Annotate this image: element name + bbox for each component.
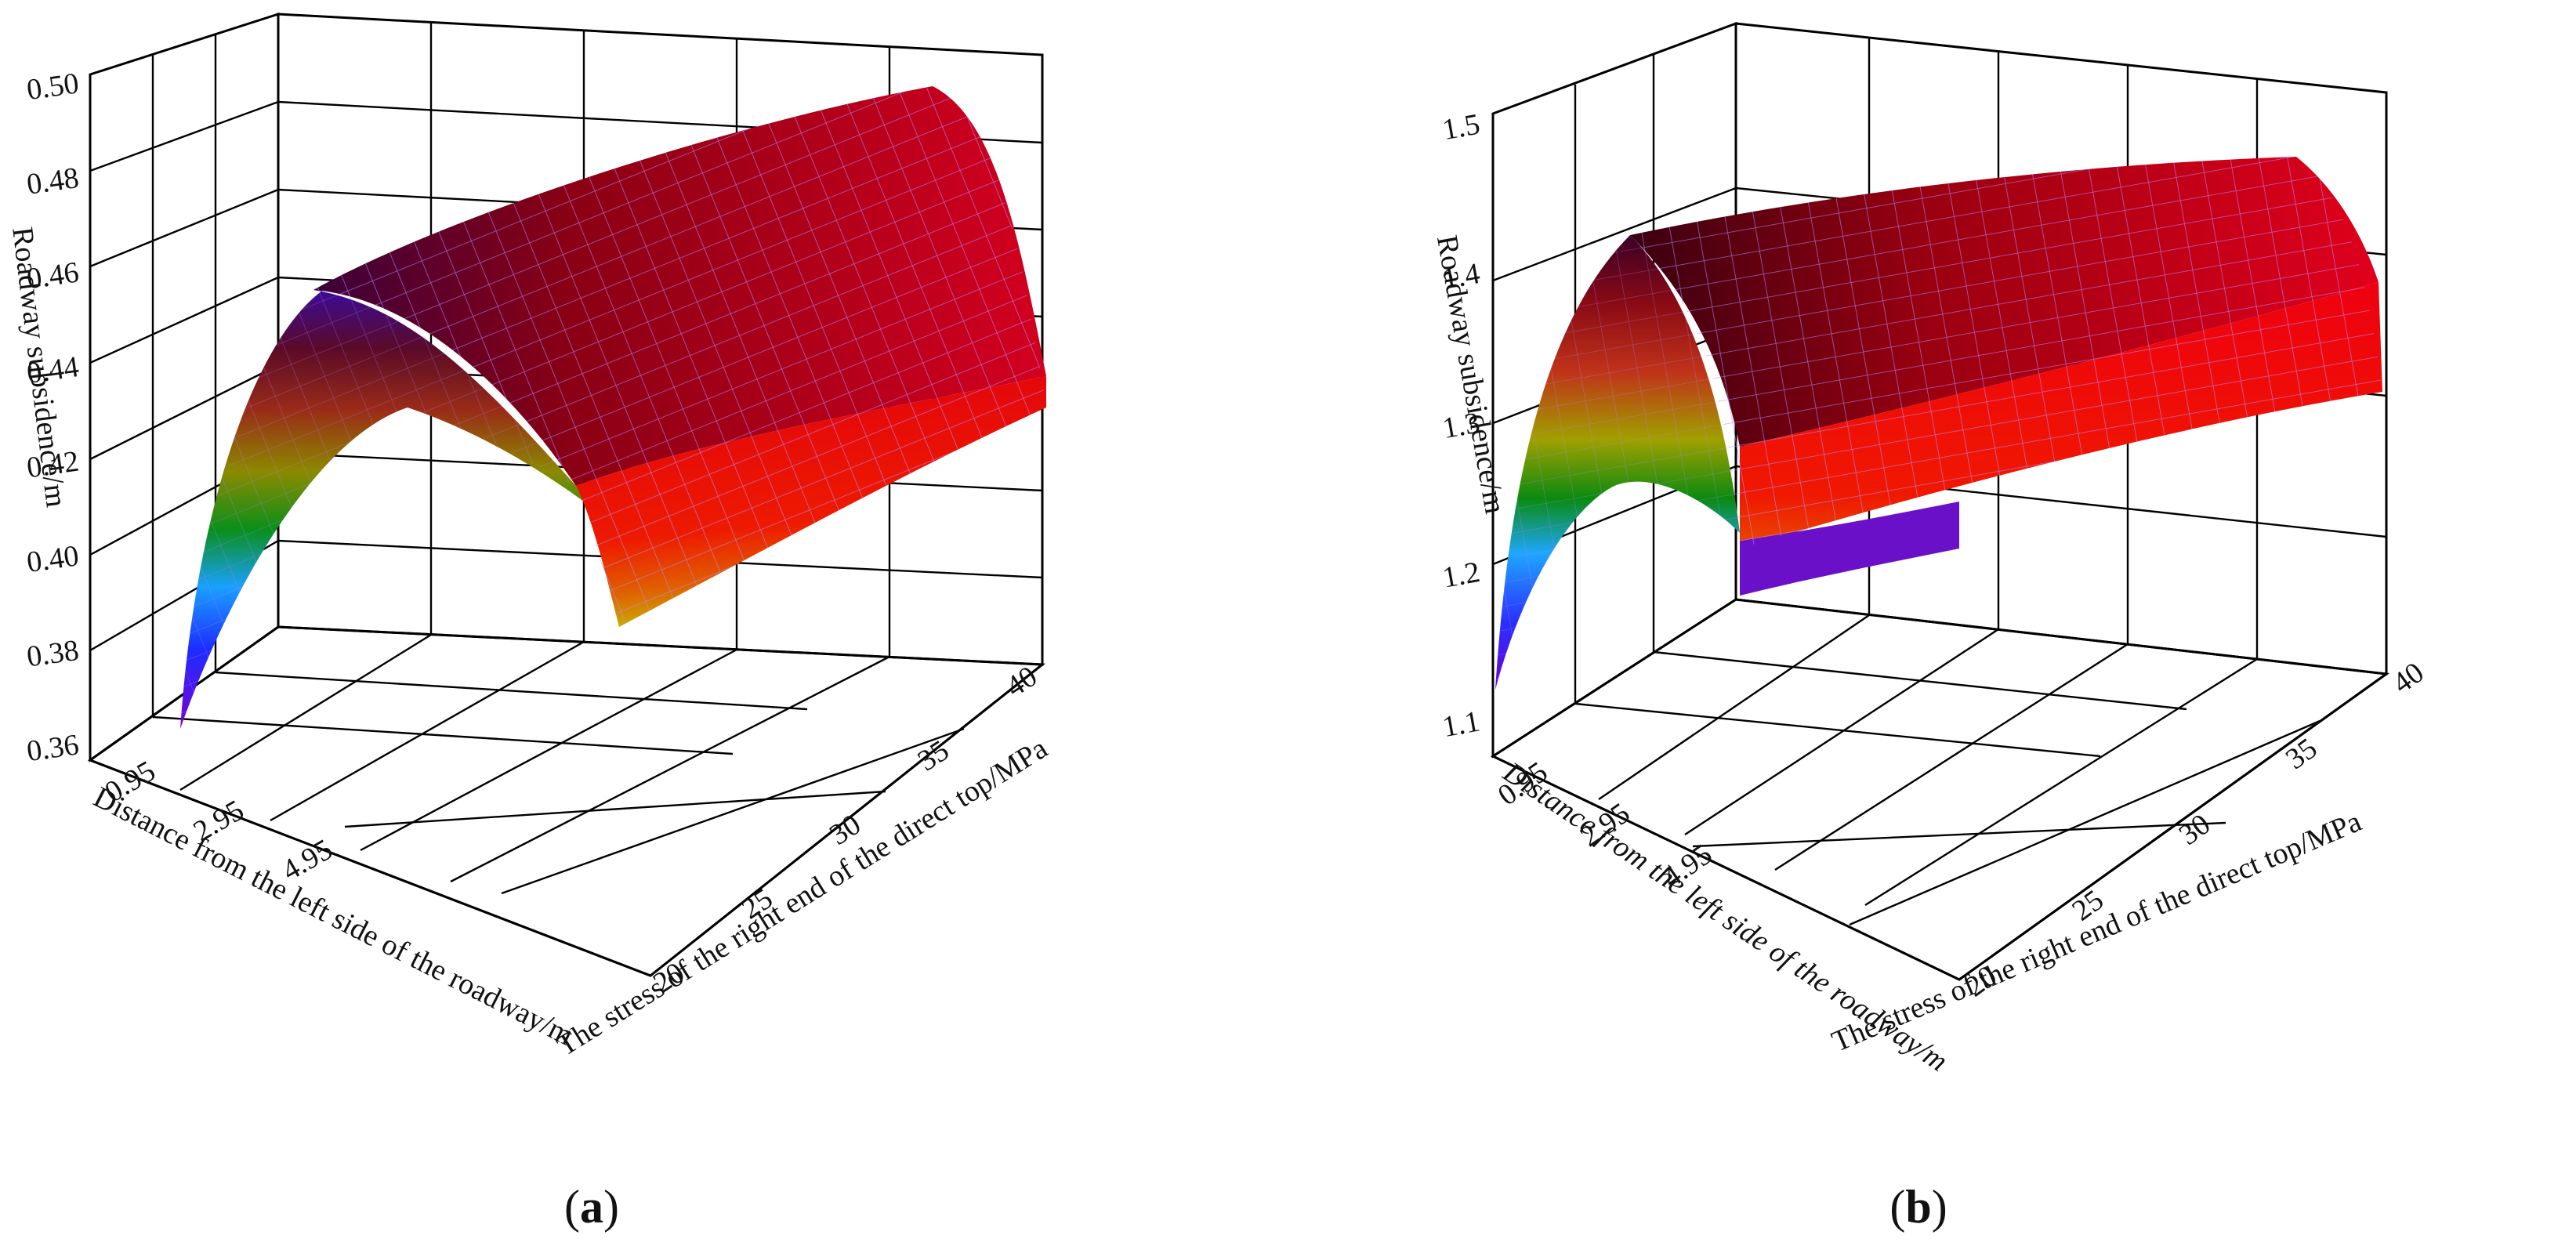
z-tick-label: 0.40 bbox=[25, 539, 82, 579]
caption-a: (a) bbox=[564, 1181, 619, 1233]
z-tick-label: 0.50 bbox=[25, 67, 82, 107]
z-tick-labels-b: 1.5 1.4 1.3 1.2 1.1 bbox=[1440, 108, 1482, 744]
z-tick-label: 1.5 bbox=[1440, 108, 1482, 147]
z-tick-label: 1.1 bbox=[1440, 705, 1482, 744]
z-tick-label: 0.48 bbox=[25, 161, 82, 201]
y-tick-label: 30 bbox=[2173, 808, 2216, 852]
caption-letter-b: b bbox=[1905, 1181, 1931, 1233]
z-axis-title-b: Roadway subsidence/m bbox=[1430, 233, 1512, 516]
z-tick-labels-a: 0.50 0.48 0.46 0.44 0.42 0.40 0.38 0.36 bbox=[25, 67, 82, 768]
chart-panel-b: 1.5 1.4 1.3 1.2 1.1 0.95 2.95 4.95 20 25 30 35 40 … bbox=[1285, 0, 2576, 1246]
surface-chart-a: 0.500.480.460.440.420.400.380.36 0.952.9… bbox=[5, 12, 1053, 1233]
z-tick-label: 0.44 bbox=[25, 350, 82, 390]
z-tick-label: 0.42 bbox=[25, 445, 82, 485]
z-tick-label: 1.3 bbox=[1440, 407, 1482, 446]
surface-a bbox=[180, 86, 1046, 729]
caption-b: (b) bbox=[1889, 1181, 1947, 1233]
z-tick-label: 1.2 bbox=[1440, 556, 1482, 595]
surface-b bbox=[1495, 157, 2382, 690]
z-tick-label: 0.46 bbox=[25, 255, 82, 295]
z-tick-label: 0.36 bbox=[25, 728, 82, 768]
x-axis-title-a: Distance from the left side of the roadw… bbox=[89, 781, 578, 1052]
y-tick-label: 35 bbox=[2280, 732, 2323, 776]
y-axis-title-b: The stress of the right end of the direc… bbox=[1827, 805, 2366, 1059]
y-tick-label: 40 bbox=[1000, 660, 1043, 704]
chart-panel-a: 0.50 0.48 0.46 0.44 0.42 0.40 0.38 0.36 0.95 2.9… bbox=[0, 0, 1285, 1246]
z-tick-label: 1.4 bbox=[1440, 257, 1482, 296]
y-axis-title-a: The stress of the right end of the direc… bbox=[551, 732, 1053, 1063]
y-tick-label: 40 bbox=[2386, 656, 2429, 700]
z-tick-label: 0.38 bbox=[25, 634, 82, 674]
surface-chart-b: 1.51.41.31.21.1 0.952.954.95 2025303540 … bbox=[1430, 21, 2430, 1233]
caption-letter-a: a bbox=[580, 1181, 603, 1233]
